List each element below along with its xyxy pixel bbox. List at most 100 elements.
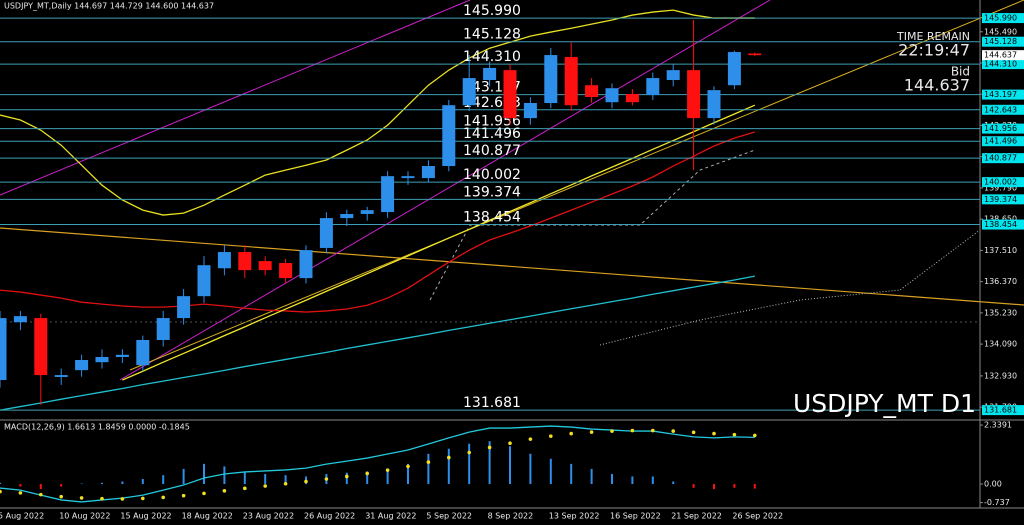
signal-dot <box>732 432 737 437</box>
candle-body <box>727 52 741 86</box>
signal-dot <box>324 477 329 481</box>
candle-body <box>319 218 333 248</box>
histogram-bar <box>243 471 246 485</box>
histogram-bar <box>753 484 756 489</box>
candle-body <box>217 252 231 269</box>
level-label: 138.454 <box>463 210 521 226</box>
y-tick-label: 136.370 <box>984 277 1017 286</box>
signal-dot <box>0 489 2 494</box>
histogram-bar <box>611 473 613 485</box>
candle-body <box>197 265 211 297</box>
candle-body <box>136 340 150 366</box>
candle-body <box>156 318 170 340</box>
candle-body <box>258 261 272 271</box>
signal-dot <box>528 437 533 441</box>
level-label: 139.374 <box>463 184 521 200</box>
signal-dot <box>202 491 206 496</box>
candle-body <box>503 70 517 119</box>
histogram-bar <box>101 482 103 485</box>
time-remain-label: TIME REMAIN <box>896 30 970 43</box>
histogram-bar <box>386 468 389 485</box>
signal-dot <box>569 431 573 436</box>
histogram-bar <box>529 453 532 485</box>
y-tick-label: 138.650 <box>984 215 1017 224</box>
candle-body <box>421 166 435 179</box>
level-box-label: 141.496 <box>984 137 1017 146</box>
level-label: 131.681 <box>463 395 521 411</box>
signal-dot <box>39 492 43 497</box>
level-label: 145.990 <box>463 3 521 19</box>
macd-line <box>0 425 755 503</box>
candle-body <box>75 360 89 371</box>
candle-body <box>34 318 48 376</box>
candle-body <box>564 56 578 106</box>
candle-body <box>340 213 354 219</box>
y-tick-label: -0.737 <box>984 498 1010 507</box>
signal-dot <box>549 434 553 438</box>
signal-dot <box>712 431 716 436</box>
histogram-bar <box>407 463 409 485</box>
signal-dot <box>161 495 165 500</box>
signal-dot <box>589 430 594 434</box>
x-tick-label: 5 Aug 2022 <box>0 512 44 521</box>
signal-dot <box>630 428 635 433</box>
x-tick-label: 16 Sep 2022 <box>610 512 661 521</box>
signal-dot <box>59 494 63 499</box>
candle-body <box>299 250 313 279</box>
x-tick-label: 10 Aug 2022 <box>59 512 110 521</box>
histogram-bar <box>19 484 22 487</box>
histogram-bar <box>549 458 552 485</box>
signal-dot <box>243 486 247 491</box>
trend-line <box>0 227 1024 306</box>
signal-dot <box>222 489 227 493</box>
histogram-bar <box>692 484 695 488</box>
x-tick-label: 26 Sep 2022 <box>732 512 783 521</box>
histogram-bar <box>345 472 348 485</box>
candle-body <box>523 103 537 119</box>
y-tick-label: 132.930 <box>984 371 1017 380</box>
level-label: 140.877 <box>463 143 521 159</box>
signal-dot <box>753 433 757 438</box>
signal-dot <box>508 441 512 445</box>
x-tick-label: 26 Aug 2022 <box>304 512 355 521</box>
signal-dot <box>120 497 125 501</box>
signal-dot <box>671 429 675 433</box>
histogram-bar <box>264 473 267 485</box>
level-label: 145.128 <box>463 27 521 43</box>
candle-body <box>483 67 497 80</box>
y-tick-label: 135.230 <box>984 308 1017 317</box>
candle-body <box>442 105 456 167</box>
channel-line <box>119 0 771 381</box>
candle-body <box>115 354 129 357</box>
histogram-bar <box>141 479 144 485</box>
level-box-label: 141.956 <box>984 124 1017 133</box>
y-tick-label: 145.490 <box>984 27 1017 36</box>
level-box-label: 140.002 <box>984 178 1017 187</box>
candle-body <box>360 210 374 214</box>
level-box <box>982 36 1024 47</box>
signal-dot <box>263 484 268 488</box>
histogram-bar <box>182 468 185 485</box>
x-tick-label: 5 Sep 2022 <box>426 512 472 521</box>
histogram-bar <box>121 481 124 485</box>
histogram-bar <box>366 471 369 485</box>
candle-body <box>279 263 293 279</box>
candle-body <box>605 88 619 103</box>
signal-dot <box>406 464 410 469</box>
histogram-bar <box>570 463 573 485</box>
histogram-bar <box>447 448 450 485</box>
candle-body <box>238 252 252 271</box>
histogram-bar <box>631 476 634 485</box>
candle-body <box>54 375 68 377</box>
level-box-label: 139.374 <box>984 195 1017 204</box>
signal-dot <box>141 496 145 501</box>
bid-box-label: 144.637 <box>984 51 1017 60</box>
histogram-bar <box>488 441 491 485</box>
watermark: USDJPY_MT D1 <box>793 389 976 418</box>
y-tick-label: 134.090 <box>984 340 1017 349</box>
level-box-label: 131.681 <box>984 406 1017 415</box>
candle-body <box>748 53 762 56</box>
x-tick-label: 31 Aug 2022 <box>365 512 416 521</box>
level-box-label: 144.310 <box>984 60 1017 69</box>
